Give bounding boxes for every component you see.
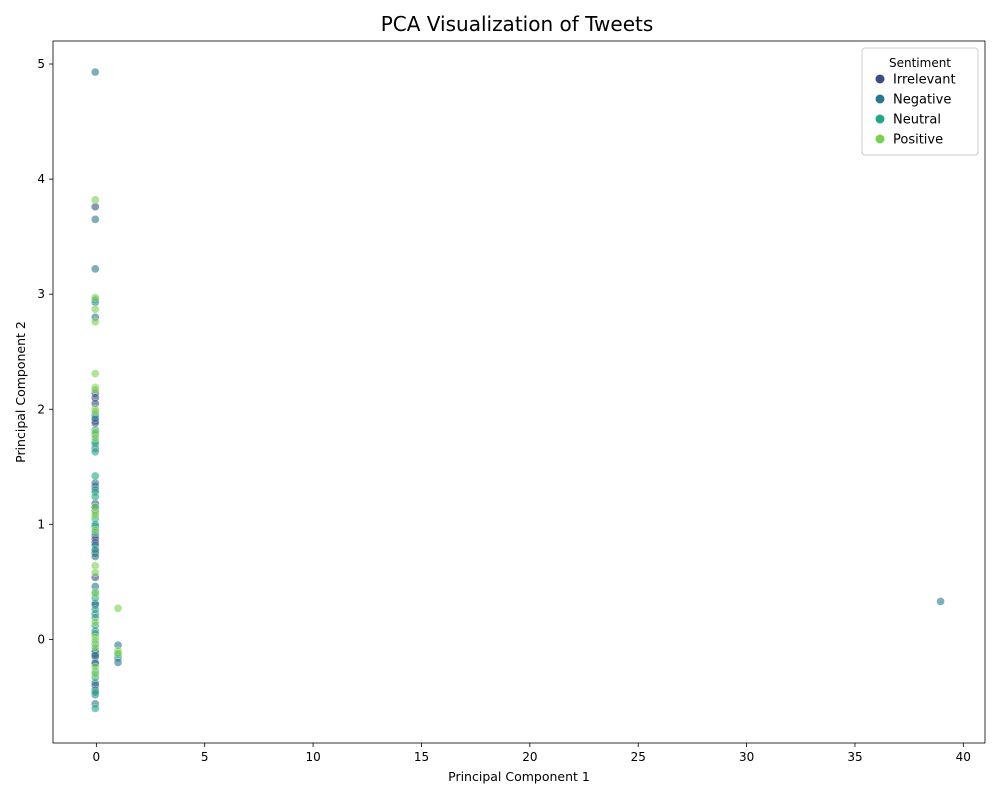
legend-box [861,47,979,156]
x-tick-label: 40 [956,750,971,764]
data-point-negative [91,215,100,224]
x-axis-label: Principal Component 1 [448,769,590,784]
legend-title: Sentiment [889,56,951,70]
data-point-positive [113,648,123,658]
data-point-neutral [91,492,100,501]
x-tick-label: 15 [414,750,429,764]
y-tick-label: 0 [37,632,45,646]
y-tick-label: 4 [37,172,45,186]
data-point-positive [91,195,100,205]
legend: Sentiment Irrelevant Negative Neutral Posit… [861,47,979,156]
y-tick-label: 2 [37,402,45,416]
x-tick-label: 10 [305,750,320,764]
data-point-positive [91,525,100,535]
x-tick-label: 30 [739,750,754,764]
y-tick-label: 3 [37,287,45,301]
legend-label-positive: Positive [893,133,943,148]
data-point-positive [91,617,100,627]
data-point-positive [91,643,100,652]
y-axis-label: Principal Component 2 [13,321,28,463]
data-point-positive [91,407,100,416]
data-point-positive [113,604,123,613]
y-tick-label: 5 [37,57,45,71]
chart-title: PCA Visualization of Tweets [381,12,654,36]
data-point-positive [91,385,100,394]
data-point-negative [91,264,100,274]
data-point-negative [91,651,100,660]
data-point-positive [91,304,100,314]
data-point-neutral [91,471,100,481]
x-tick-label: 5 [201,750,209,764]
legend-label-negative: Negative [893,93,951,108]
data-point-neutral [91,704,100,713]
data-point-neutral [91,605,100,614]
data-point-positive [91,369,100,378]
legend-marker-negative [875,94,885,104]
data-point-positive [91,589,100,598]
x-tick-label: 0 [93,750,101,764]
data-point-positive [91,317,100,327]
legend-marker-positive [875,134,885,144]
data-point-negative [113,658,123,667]
y-tick-label: 1 [37,517,45,531]
legend-label-neutral: Neutral [893,113,941,128]
data-point-positive [91,293,100,302]
data-point-neutral [91,545,100,554]
data-point-positive [91,568,100,577]
data-point-neutral [91,688,100,697]
y-axis: 0 1 2 3 4 5 [37,57,53,646]
data-point-negative [936,597,945,606]
legend-label-irrelevant: Irrelevant [893,73,956,88]
data-point-positive [91,510,100,520]
x-tick-label: 35 [847,750,862,764]
data-point-positive [91,669,100,679]
scatter-points [91,67,945,713]
x-tick-label: 20 [522,750,537,764]
plot-area [52,40,986,744]
legend-marker-neutral [875,114,885,124]
data-point-positive [91,433,100,443]
data-point-negative [91,67,100,77]
x-tick-label: 25 [631,750,646,764]
data-point-neutral [91,447,100,457]
legend-marker-irrelevant [875,74,885,84]
x-axis: 0 5 10 15 20 25 30 35 40 [93,743,971,764]
